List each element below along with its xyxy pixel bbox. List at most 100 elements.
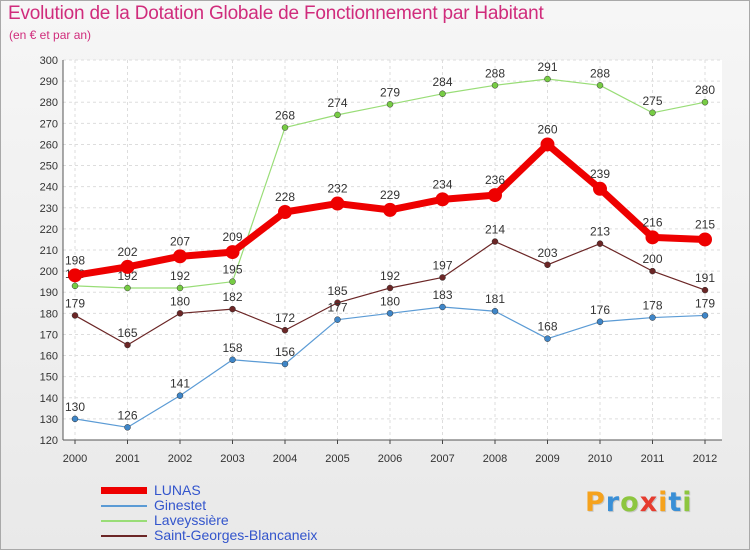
logo-letter: i (682, 487, 693, 518)
data-point-laveyssiere (544, 75, 551, 83)
data-point-saint-georges-blancaneix (596, 240, 604, 247)
data-point-ginestet (229, 356, 236, 364)
data-point-saint-georges-blancaneix (701, 286, 709, 294)
data-label-laveyssiere: 268 (275, 109, 295, 123)
data-point-ginestet (176, 392, 184, 399)
y-tick-label: 250 (40, 161, 58, 173)
data-label-laveyssiere: 288 (590, 66, 610, 80)
data-label-laveyssiere: 195 (222, 263, 242, 277)
data-point-ginestet (596, 318, 604, 326)
data-label-ginestet: 179 (695, 296, 715, 310)
data-label-lunas: 232 (327, 182, 347, 196)
data-point-laveyssiere (596, 82, 604, 89)
data-label-laveyssiere: 274 (327, 96, 347, 110)
data-label-ginestet: 178 (642, 299, 662, 313)
data-label-saint-georges-blancaneix: 179 (65, 296, 85, 310)
data-point-ginestet (71, 415, 79, 423)
data-point-laveyssiere (386, 101, 394, 108)
data-label-lunas: 239 (590, 167, 610, 181)
y-tick-label: 190 (40, 287, 58, 299)
x-tick-label: 2002 (168, 453, 192, 465)
legend-label-ginestet: Ginestet (154, 497, 207, 513)
data-point-saint-georges-blancaneix (281, 326, 289, 334)
y-tick-label: 260 (40, 139, 58, 151)
legend-label-saint-georges-blancaneix: Saint-Georges-Blancaneix (154, 527, 318, 543)
data-label-lunas: 207 (170, 234, 190, 248)
logo-letter: x (639, 487, 659, 518)
legend-label-laveyssiere: Laveyssière (154, 512, 229, 528)
data-label-ginestet: 158 (222, 341, 242, 355)
data-point-lunas (173, 249, 187, 264)
data-point-lunas (278, 205, 292, 219)
data-point-saint-georges-blancaneix (544, 261, 551, 269)
data-label-laveyssiere: 280 (695, 83, 715, 97)
chart-title: Evolution de la Dotation Globale de Fonc… (8, 3, 544, 24)
y-tick-label: 270 (40, 118, 58, 130)
data-label-laveyssiere: 275 (642, 94, 662, 108)
x-tick-label: 2004 (273, 453, 297, 465)
x-tick-label: 2003 (220, 453, 244, 465)
logo-letter: i (658, 487, 669, 518)
data-label-ginestet: 180 (380, 294, 400, 308)
data-label-saint-georges-blancaneix: 203 (537, 246, 557, 260)
logo-letter: o (620, 487, 640, 518)
data-label-lunas: 260 (537, 122, 557, 136)
x-tick-label: 2011 (641, 453, 665, 465)
y-tick-label: 160 (40, 351, 58, 363)
y-tick-label: 220 (40, 224, 58, 236)
legend-swatch-saint-georges-blancaneix (101, 535, 147, 537)
legend-label-lunas: LUNAS (154, 482, 201, 498)
x-tick-label: 2008 (483, 453, 507, 465)
logo-letter: P (585, 487, 606, 518)
x-tick-label: 2005 (325, 453, 349, 465)
data-point-laveyssiere (176, 284, 184, 292)
data-point-lunas (225, 245, 240, 260)
y-tick-label: 120 (40, 435, 58, 447)
y-tick-label: 280 (40, 97, 58, 109)
y-tick-label: 290 (40, 76, 58, 88)
data-point-saint-georges-blancaneix (229, 305, 236, 313)
data-point-lunas (383, 202, 397, 217)
data-label-saint-georges-blancaneix: 213 (590, 225, 610, 239)
y-tick-label: 140 (40, 393, 58, 405)
x-tick-label: 2007 (430, 453, 454, 465)
data-label-saint-georges-blancaneix: 180 (170, 294, 190, 308)
data-point-laveyssiere (334, 111, 341, 119)
data-point-lunas (593, 181, 607, 196)
data-label-saint-georges-blancaneix: 214 (485, 223, 505, 237)
data-label-lunas: 229 (380, 188, 400, 202)
data-label-saint-georges-blancaneix: 191 (695, 271, 715, 285)
legend-swatch-lunas (101, 487, 147, 494)
data-label-lunas: 198 (65, 253, 85, 267)
data-point-lunas (698, 232, 712, 247)
data-label-ginestet: 168 (537, 320, 557, 334)
data-point-lunas (68, 268, 82, 283)
y-tick-label: 180 (40, 308, 58, 320)
data-point-laveyssiere (124, 284, 131, 292)
data-point-saint-georges-blancaneix (176, 310, 184, 317)
data-point-saint-georges-blancaneix (124, 341, 131, 349)
data-label-lunas: 228 (275, 190, 295, 204)
data-point-ginestet (124, 424, 131, 431)
data-label-ginestet: 177 (327, 301, 347, 315)
data-label-laveyssiere: 279 (380, 85, 400, 99)
y-tick-label: 130 (40, 414, 58, 426)
data-point-lunas (540, 137, 555, 152)
data-label-saint-georges-blancaneix: 200 (642, 252, 662, 266)
y-tick-label: 170 (40, 329, 58, 341)
data-label-ginestet: 141 (170, 377, 190, 391)
x-tick-label: 2001 (115, 453, 139, 465)
y-tick-label: 150 (40, 372, 58, 384)
data-point-saint-georges-blancaneix (71, 312, 79, 319)
data-point-ginestet (386, 310, 394, 317)
y-tick-label: 300 (40, 55, 58, 67)
data-label-lunas: 234 (432, 177, 452, 191)
data-point-saint-georges-blancaneix (649, 267, 656, 275)
data-point-laveyssiere (649, 109, 656, 117)
data-label-lunas: 216 (642, 215, 662, 229)
y-tick-label: 240 (40, 182, 58, 194)
y-tick-label: 200 (40, 266, 58, 278)
data-point-laveyssiere (439, 90, 446, 98)
legend-swatch-laveyssiere (101, 520, 147, 522)
data-label-saint-georges-blancaneix: 185 (327, 284, 347, 298)
